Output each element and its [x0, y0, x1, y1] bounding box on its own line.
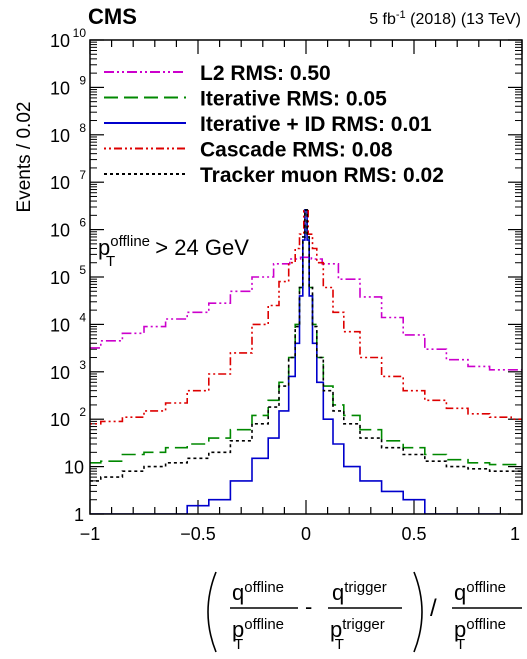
x-title-pt-offline: poffline T [232, 616, 284, 653]
legend-label-1: L2 RMS: 0.50 [200, 62, 331, 85]
y-tick-label: 10 [50, 410, 70, 430]
x-title-q-trigger: qtrigger [332, 579, 387, 605]
series-line-3 [90, 209, 501, 514]
y-tick-label: 10 [50, 126, 70, 146]
luminosity-label: 5 fb-1 (2018) (13 TeV) [369, 9, 521, 28]
x-title-slash: / [430, 595, 437, 622]
y-tick-exponent: 9 [79, 73, 86, 87]
y-tick-label: 10 [50, 268, 70, 288]
legend-label-4: Cascade RMS: 0.08 [200, 139, 393, 162]
y-tick-label: 10 [50, 78, 70, 98]
y-tick-label: 1 [74, 505, 84, 525]
y-tick-exponent: 10 [73, 26, 87, 40]
right-paren [413, 571, 423, 653]
legend-label-3: Iterative + ID RMS: 0.01 [200, 113, 432, 136]
x-tick-label: 0 [301, 524, 311, 544]
legend: L2 RMS: 0.50 Iterative RMS: 0.05Iterative… [104, 62, 444, 187]
x-title-pt-trigger: ptrigger T [330, 616, 385, 653]
legend-label-2: Iterative RMS: 0.05 [200, 88, 387, 111]
y-tick-label: 10 [50, 315, 70, 335]
y-tick-exponent: 7 [79, 168, 86, 182]
pt-cut-annotation: poffline T > 24 GeV [98, 233, 249, 270]
y-axis-title: Events / 0.02 [14, 102, 35, 213]
x-title-pt-ratio: poffline T [454, 616, 506, 653]
x-title-q-ratio: qoffline [454, 579, 506, 605]
y-tick-label: 10 [64, 458, 84, 478]
y-tick-label: 10 [50, 31, 70, 51]
series-layer [90, 209, 522, 514]
x-tick-label: −1 [80, 524, 101, 544]
y-tick-exponent: 5 [79, 263, 86, 277]
y-tick-exponent: 4 [79, 310, 86, 324]
y-tick-label: 10 [50, 221, 70, 241]
x-tick-label: −0.5 [180, 524, 216, 544]
y-tick-exponent: 3 [79, 358, 86, 372]
y-tick-label: 10 [50, 173, 70, 193]
x-title-minus: - [305, 594, 312, 619]
x-axis-title: qoffline poffline T - qtrigger ptrigger T … [207, 571, 522, 653]
series-line-5 [90, 209, 522, 482]
experiment-label: CMS [88, 4, 137, 29]
y-tick-exponent: 6 [79, 216, 86, 230]
y-tick-label: 10 [50, 363, 70, 383]
plot-frame [89, 39, 523, 515]
legend-label-5: Tracker muon RMS: 0.02 [200, 164, 444, 187]
x-tick-label: 1 [510, 524, 520, 544]
series-line-1 [90, 256, 522, 371]
left-paren [207, 571, 217, 653]
x-title-q-offline: qoffline [232, 579, 284, 605]
y-tick-exponent: 8 [79, 121, 86, 135]
x-axis: −1 −0.5 0 0.5 1 [80, 40, 523, 544]
x-tick-label: 0.5 [401, 524, 426, 544]
y-tick-exponent: 2 [79, 405, 86, 419]
